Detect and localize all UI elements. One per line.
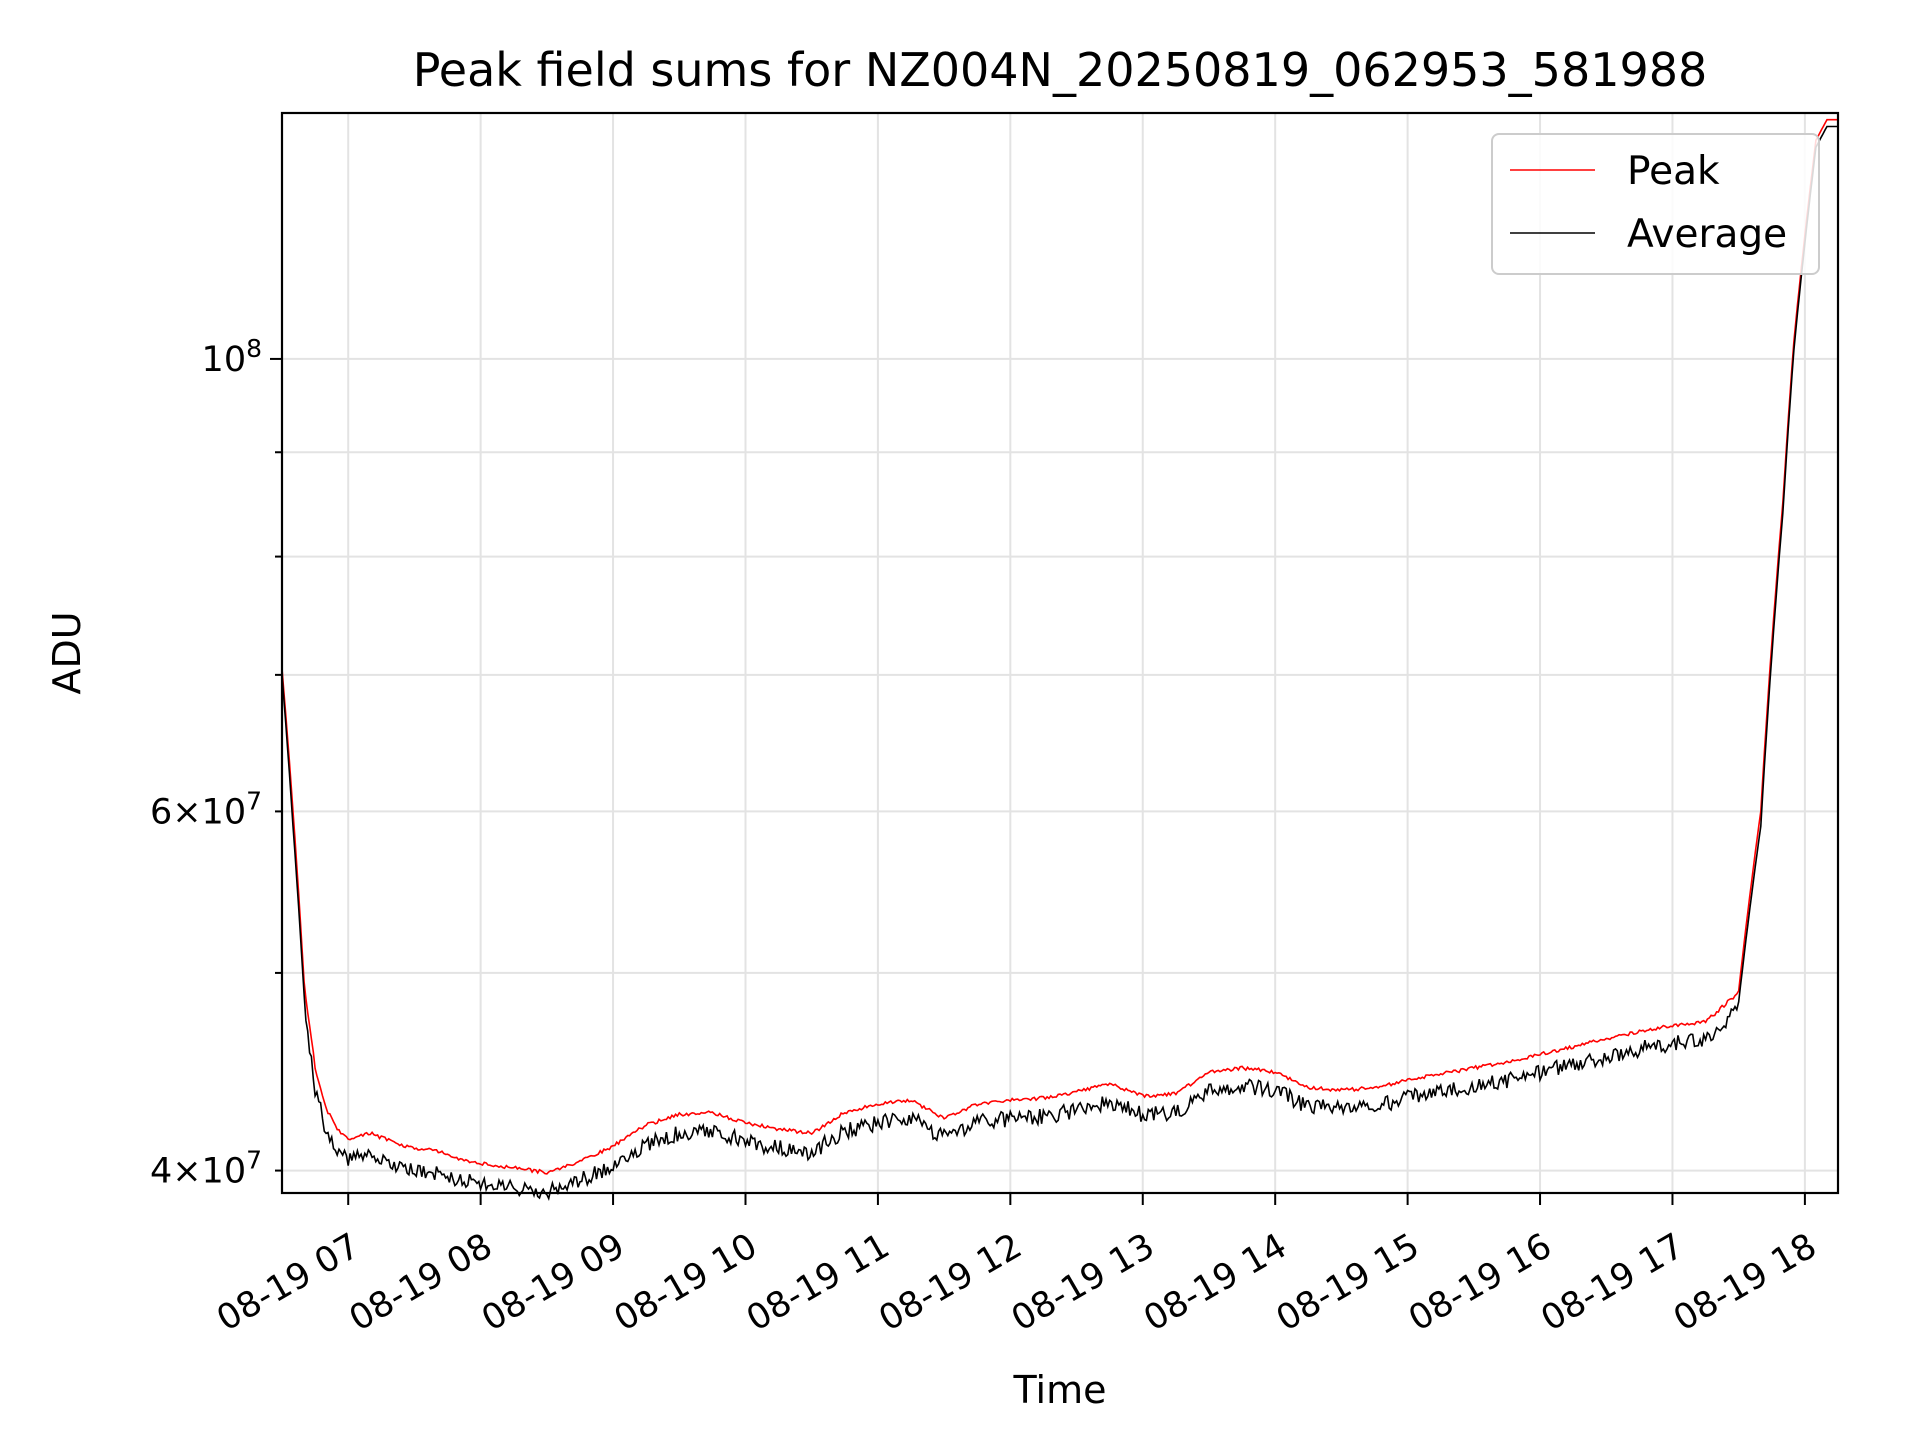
- series-line-average: [281, 125, 1838, 1201]
- x-tick-label: 08-19 13: [1005, 1226, 1161, 1339]
- legend: Peak Average: [1491, 133, 1820, 275]
- y-tick-label: 6×107: [150, 786, 262, 832]
- x-tick-label: 08-19 15: [1270, 1226, 1426, 1339]
- grid-lines: [282, 113, 1838, 1193]
- y-axis-label: ADU: [45, 611, 89, 694]
- x-tick-label: 08-19 14: [1137, 1226, 1293, 1339]
- chart-title: Peak field sums for NZ004N_20250819_0629…: [413, 43, 1708, 97]
- legend-label-peak: Peak: [1627, 149, 1720, 194]
- x-tick-label: 08-19 10: [608, 1226, 764, 1339]
- x-tick-label: 08-19 08: [343, 1226, 499, 1339]
- x-tick-label: 08-19 09: [475, 1226, 631, 1339]
- y-tick-labels: 108 4×107 6×107: [150, 334, 262, 1192]
- y-tick-label: 4×107: [150, 1146, 262, 1192]
- series-lines: [281, 118, 1838, 1201]
- x-tick-label: 08-19 07: [210, 1226, 366, 1339]
- plot-frame: [280, 111, 1840, 1195]
- x-axis-label: Time: [1013, 1368, 1107, 1412]
- x-tick-label: 08-19 16: [1402, 1226, 1558, 1339]
- x-tick-label: 08-19 12: [873, 1226, 1029, 1339]
- x-tick-label: 08-19 11: [740, 1226, 896, 1339]
- legend-label-average: Average: [1627, 212, 1787, 257]
- axis-ticks: [270, 357, 1806, 1205]
- y-tick-label: 108: [202, 334, 262, 380]
- series-line-peak: [281, 118, 1838, 1175]
- x-tick-label: 08-19 17: [1535, 1226, 1691, 1339]
- legend-box: [1491, 133, 1820, 275]
- x-tick-label: 08-19 18: [1667, 1226, 1823, 1339]
